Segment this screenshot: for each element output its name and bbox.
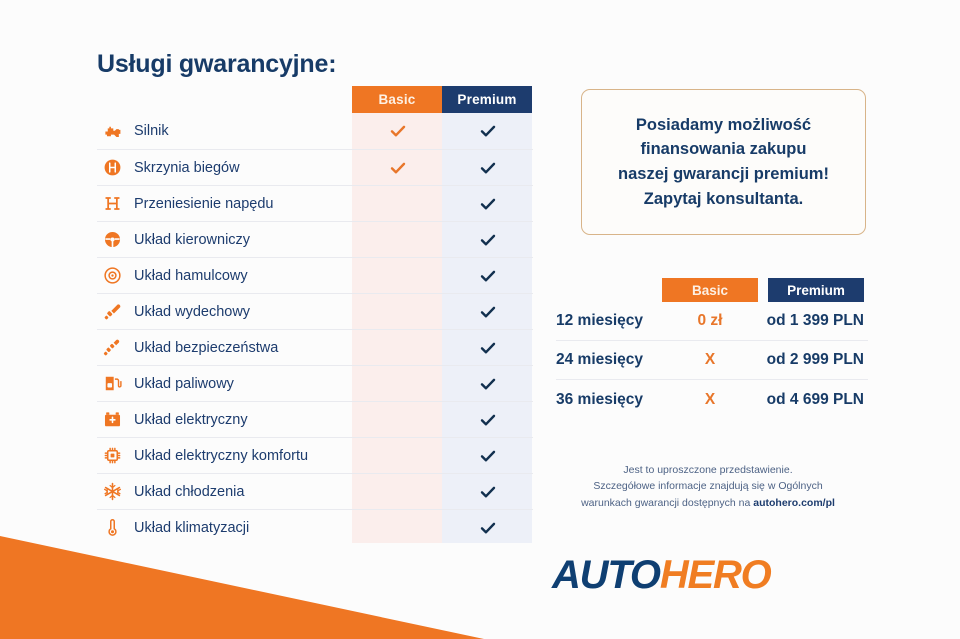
price-row: 24 miesięcy X od 2 999 PLN [556,341,868,380]
service-label: Układ chłodzenia [134,483,245,500]
basic-mark [353,150,443,186]
premium-mark [443,222,533,258]
premium-mark [443,113,533,149]
basic-column-background [352,113,442,543]
autohero-website-link[interactable]: autohero.com/pl [753,496,835,509]
price-header-premium: Premium [768,278,864,302]
page-title: Usługi gwarancyjne: [97,50,337,78]
autohero-logo: AUTO HERO [552,552,772,598]
price-premium-value: od 4 699 PLN [766,390,864,408]
basic-mark [353,222,443,258]
pricing-table-header: Basic Premium [556,278,868,302]
table-row: Układ elektryczny komfortu [97,437,533,473]
premium-mark [443,510,533,546]
basic-mark [353,294,443,330]
basic-mark [353,402,443,438]
table-row: Układ bezpieczeństwa [97,329,533,365]
price-row: 36 miesięcy X od 4 699 PLN [556,380,868,419]
table-row: Silnik [97,113,533,149]
basic-mark [353,258,443,294]
price-basic-value: X [704,351,716,368]
basic-mark [353,330,443,366]
basic-mark [353,474,443,510]
snowflake-icon [97,474,127,510]
premium-mark [443,366,533,402]
brake-disc-icon [97,258,127,294]
drivetrain-icon [97,186,127,222]
price-premium-value: od 1 399 PLN [766,312,864,329]
price-premium-value: od 2 999 PLN [766,351,864,368]
table-row: Skrzynia biegów [97,149,533,185]
column-header-premium: Premium [442,86,532,113]
service-label: Przeniesienie napędu [134,195,274,212]
premium-mark [443,258,533,294]
premium-mark [443,402,533,438]
service-label: Silnik [134,123,169,139]
service-label: Układ kierowniczy [134,231,251,248]
chip-icon [97,438,127,474]
service-label: Skrzynia biegów [134,159,240,176]
price-basic-value: X [704,390,716,408]
fuel-pump-icon [97,366,127,402]
table-row: Układ wydechowy [97,293,533,329]
disclaimer: Jest to uproszczone przedstawienie. Szcz… [548,462,868,511]
premium-mark [443,294,533,330]
service-label: Układ elektryczny [134,411,248,428]
service-label: Układ klimatyzacji [134,519,250,536]
promo-line-1: Posiadamy możliwość [635,115,812,134]
table-row: Układ chłodzenia [97,473,533,509]
service-label: Układ bezpieczeństwa [134,339,279,356]
price-term: 12 miesięcy [556,312,644,329]
exhaust-icon [97,294,127,330]
service-label: Układ hamulcowy [134,267,248,284]
promo-line-2: finansowania zakupu [640,140,807,159]
price-basic-value: 0 zł [697,312,723,329]
disclaimer-line-2: Szczegółowe informacje znajdują się w Og… [593,480,823,493]
service-label: Układ wydechowy [134,303,251,320]
service-rows: Silnik Skrzynia biegów [97,113,533,545]
promo-line-3: naszej gwarancji premium! [618,165,829,183]
disclaimer-line-3-prefix: warunkach gwarancji dostępnych na [581,496,754,509]
premium-mark [443,438,533,474]
premium-mark [443,186,533,222]
basic-mark [353,438,443,474]
premium-mark [443,150,533,186]
pricing-table: Basic Premium 12 miesięcy 0 zł od 1 399 … [556,278,868,419]
seatbelt-icon [97,330,127,366]
basic-mark [353,366,443,402]
gearbox-icon [97,150,127,186]
disclaimer-line-3: warunkach gwarancji dostępnych na autohe… [548,495,868,511]
logo-part-auto: AUTO [552,552,661,597]
service-table-header: Basic Premium [352,86,532,113]
financing-promo-box: Posiadamy możliwość finansowania zakupu … [581,89,866,235]
table-row: Przeniesienie napędu [97,185,533,221]
premium-mark [443,474,533,510]
logo-part-hero: HERO [659,552,772,597]
table-row: Układ klimatyzacji [97,509,533,545]
battery-icon [97,402,127,438]
basic-mark [353,113,443,149]
thermometer-icon [97,510,127,546]
table-row: Układ elektryczny [97,401,533,437]
premium-column-background [442,113,532,543]
table-row: Układ paliwowy [97,365,533,401]
price-row: 12 miesięcy 0 zł od 1 399 PLN [556,302,868,341]
steering-wheel-icon [97,222,127,258]
service-label: Układ paliwowy [134,375,234,392]
basic-mark [353,510,443,546]
engine-icon [97,113,127,149]
promo-line-4: Zapytaj konsultanta. [643,189,804,208]
basic-mark [353,186,443,222]
price-term: 24 miesięcy [556,351,644,368]
column-header-basic: Basic [352,86,442,113]
premium-mark [443,330,533,366]
table-row: Układ kierowniczy [97,221,533,257]
table-row: Układ hamulcowy [97,257,533,293]
price-term: 36 miesięcy [556,390,644,408]
disclaimer-line-1: Jest to uproszczone przedstawienie. [623,464,793,476]
service-label: Układ elektryczny komfortu [134,447,309,464]
price-header-basic: Basic [662,278,758,302]
